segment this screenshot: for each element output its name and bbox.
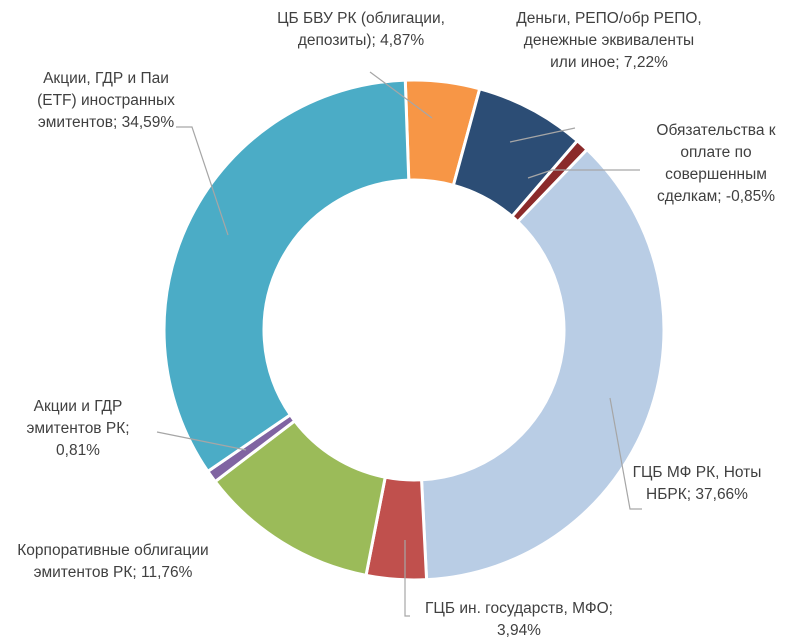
label-value: 11,76% [141, 564, 193, 581]
label-name: Обязательства к оплате по совершенным сд… [656, 122, 776, 205]
label-name: Деньги, РЕПО/обр РЕПО, денежные эквивале… [516, 10, 702, 71]
leader-line [369, 71, 433, 119]
leader-line [404, 540, 410, 617]
label-separator: ; [112, 114, 122, 131]
leader-line [156, 431, 247, 451]
leader-line [527, 169, 640, 179]
label-name: ГЦБ МФ РК, Ноты НБРК [632, 464, 762, 503]
data-label: Акции, ГДР и Паи (ETF) иностранных эмите… [31, 68, 181, 134]
label-value: 37,66% [695, 486, 748, 503]
data-label: Обязательства к оплате по совершенным сд… [636, 120, 794, 208]
label-value: 7,22% [623, 54, 668, 71]
leader-line [609, 397, 642, 510]
leader-line [176, 126, 229, 236]
label-value: 3,94% [497, 622, 541, 639]
label-name: ГЦБ ин. государств, МФО [425, 600, 609, 617]
donut-slice [162, 78, 411, 474]
label-name: Акции, ГДР и Паи (ETF) иностранных эмите… [37, 70, 175, 131]
leader-line [509, 127, 576, 143]
label-separator: ; [615, 54, 624, 71]
label-name: Акции и ГДР эмитентов РК [26, 398, 126, 437]
label-value: -0,85% [725, 188, 776, 205]
label-separator: ; [717, 188, 726, 205]
data-label: ЦБ БВУ РК (облигации, депозиты); 4,87% [245, 8, 477, 52]
label-value: 34,59% [121, 114, 175, 131]
label-name: Корпоративные облигации эмитентов РК [17, 542, 209, 581]
label-value: 0,81% [56, 442, 100, 459]
data-label: ГЦБ ин. государств, МФО; 3,94% [404, 598, 634, 642]
label-separator: ; [608, 600, 613, 617]
label-separator: ; [686, 486, 696, 503]
label-separator: ; [371, 32, 381, 49]
data-label: Деньги, РЕПО/обр РЕПО, денежные эквивале… [510, 8, 708, 74]
data-label: ГЦБ МФ РК, Ноты НБРК; 37,66% [632, 462, 762, 506]
data-label: Акции и ГДР эмитентов РК; 0,81% [3, 396, 153, 462]
label-name: ЦБ БВУ РК (облигации, депозиты) [277, 10, 445, 49]
label-separator: ; [125, 420, 130, 437]
label-separator: ; [132, 564, 141, 581]
data-label: Корпоративные облигации эмитентов РК; 11… [13, 540, 213, 584]
donut-slice [419, 147, 666, 582]
label-value: 4,87% [380, 32, 425, 49]
